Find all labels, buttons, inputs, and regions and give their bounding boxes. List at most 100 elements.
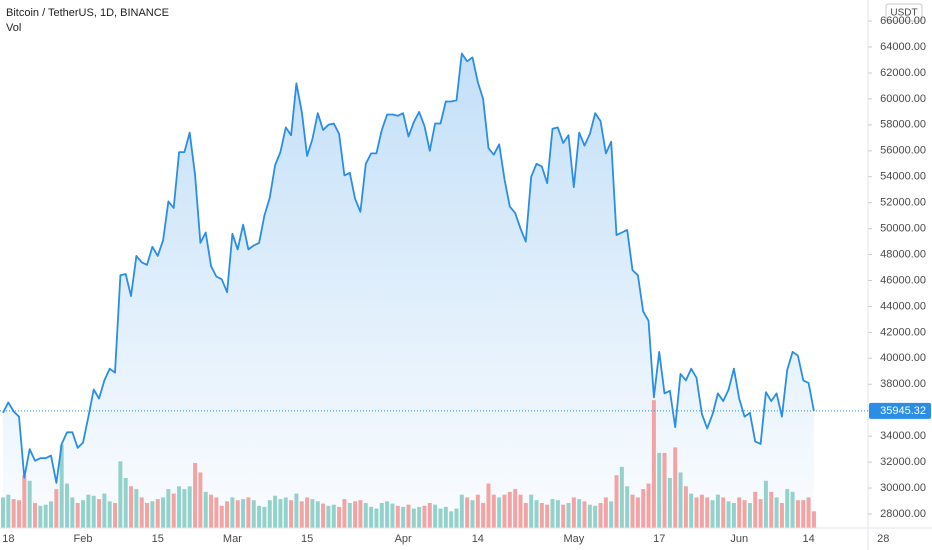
volume-bar <box>630 494 635 528</box>
volume-bar <box>342 499 347 528</box>
volume-bar <box>182 489 187 528</box>
volume-bar <box>299 501 304 528</box>
volume-bar <box>614 475 619 528</box>
y-tick-label: 32000.00 <box>880 456 926 468</box>
x-tick-label: Apr <box>395 533 412 545</box>
x-tick-label: 15 <box>301 533 313 545</box>
volume-bar <box>134 489 139 528</box>
volume-bar <box>251 500 256 528</box>
volume-bar <box>246 497 251 528</box>
y-tick-label: 42000.00 <box>880 326 926 338</box>
volume-bar <box>683 486 688 528</box>
volume-bar <box>774 497 779 528</box>
volume-bar <box>129 486 134 528</box>
volume-bar <box>801 500 806 528</box>
volume-bar <box>726 501 731 528</box>
volume-bar <box>673 447 678 528</box>
volume-bar <box>406 504 411 528</box>
y-tick-label: 34000.00 <box>880 430 926 442</box>
volume-bar <box>81 500 86 528</box>
volume-bar <box>678 472 683 528</box>
volume-bar <box>502 494 507 528</box>
volume-bar <box>561 504 566 528</box>
volume-bar <box>689 493 694 528</box>
volume-bar <box>102 493 107 528</box>
volume-bar <box>785 489 790 528</box>
volume-bar <box>203 491 208 528</box>
volume-bar <box>54 489 59 528</box>
volume-bar <box>235 500 240 528</box>
volume-bar <box>379 502 384 528</box>
volume-bar <box>139 497 144 528</box>
volume-bar <box>70 497 75 528</box>
volume-bar <box>731 502 736 528</box>
volume-bar <box>241 499 246 528</box>
volume-bar <box>699 494 704 528</box>
volume-bar <box>747 502 752 528</box>
volume-bar <box>635 497 640 528</box>
volume-bar <box>150 501 155 528</box>
volume-bar <box>662 452 667 528</box>
volume-bar <box>91 495 96 528</box>
volume-bar <box>321 503 326 528</box>
volume-bar <box>566 502 571 528</box>
volume-bar <box>347 502 352 528</box>
volume-bar <box>550 499 555 528</box>
volume-bar <box>481 502 486 528</box>
volume-bar <box>497 497 502 528</box>
y-tick-label: 58000.00 <box>880 119 926 131</box>
volume-bar <box>65 483 70 528</box>
volume-label: Vol <box>6 22 21 34</box>
area-fill <box>3 53 814 528</box>
volume-bar <box>155 499 160 528</box>
volume-bar <box>401 506 406 528</box>
volume-bar <box>571 497 576 528</box>
volume-bar <box>486 483 491 528</box>
y-tick-label: 38000.00 <box>880 378 926 390</box>
volume-bar <box>283 497 288 528</box>
price-line <box>2 52 815 484</box>
volume-bar <box>97 499 102 528</box>
volume-bar <box>257 505 262 528</box>
volume-bar <box>113 502 118 528</box>
volume-bar <box>390 503 395 528</box>
volume-bar <box>310 499 315 528</box>
volume-bar <box>395 505 400 528</box>
volume-bar <box>38 505 43 528</box>
x-tick-label: 17 <box>653 533 665 545</box>
volume-bar <box>374 508 379 528</box>
volume-bar <box>806 497 811 528</box>
volume-bar <box>171 493 176 528</box>
volume-bar <box>598 502 603 528</box>
y-tick-label: 56000.00 <box>880 145 926 157</box>
volume-bar <box>491 494 496 528</box>
volume-bar <box>619 466 624 528</box>
volume-bar <box>107 501 112 528</box>
volume-bar <box>603 497 608 528</box>
volume-bar <box>385 501 390 528</box>
volume-bar <box>225 501 230 528</box>
last-price-label: 35945.32 <box>880 405 926 417</box>
volume-bar <box>294 493 299 528</box>
volume-bar <box>315 501 320 528</box>
volume-bar <box>17 500 22 528</box>
volume-bar <box>278 499 283 528</box>
volume-bar <box>779 502 784 528</box>
volume-bar <box>427 502 432 528</box>
x-tick-label: Mar <box>223 533 242 545</box>
volume-bar <box>289 500 294 528</box>
volume-bar <box>219 505 224 528</box>
volume-bar <box>369 506 374 528</box>
volume-bar <box>273 495 278 528</box>
volume-bar <box>443 506 448 528</box>
volume-bar <box>609 501 614 528</box>
volume-bar <box>145 502 150 528</box>
volume-bar <box>305 497 310 528</box>
volume-bar <box>582 501 587 528</box>
volume-bar <box>539 502 544 528</box>
volume-bar <box>555 500 560 528</box>
volume-bar <box>811 511 816 528</box>
volume-bar <box>507 491 512 528</box>
volume-bar <box>465 497 470 528</box>
volume-bar <box>625 486 630 528</box>
